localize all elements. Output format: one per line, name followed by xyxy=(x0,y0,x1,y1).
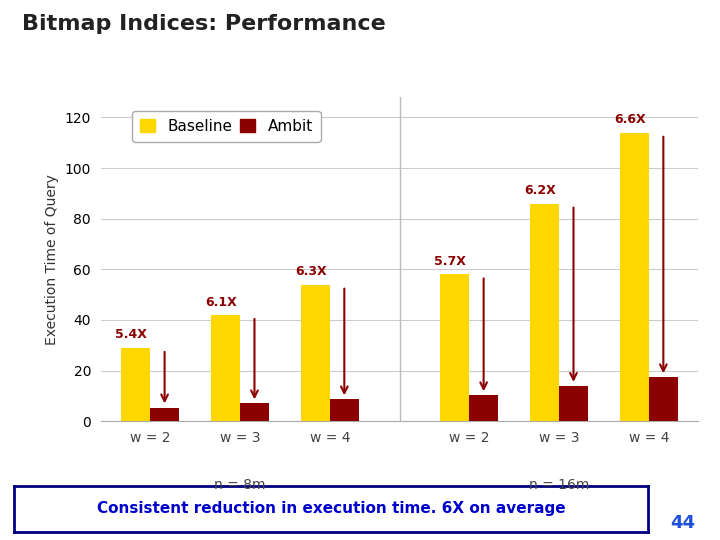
Bar xyxy=(240,403,269,421)
Bar xyxy=(531,204,559,421)
Text: Bitmap Indices: Performance: Bitmap Indices: Performance xyxy=(22,14,385,33)
Bar xyxy=(559,386,588,421)
Text: 6.2X: 6.2X xyxy=(524,184,556,197)
Text: 6.1X: 6.1X xyxy=(205,295,237,308)
Bar xyxy=(441,274,469,421)
Bar xyxy=(620,133,649,421)
Bar xyxy=(649,377,678,421)
Text: 6.6X: 6.6X xyxy=(614,113,646,126)
Text: n = 8m: n = 8m xyxy=(215,478,266,492)
Bar xyxy=(301,285,330,421)
Text: n = 16m: n = 16m xyxy=(529,478,589,492)
Text: 5.4X: 5.4X xyxy=(115,328,148,341)
Y-axis label: Execution Time of Query: Execution Time of Query xyxy=(45,174,59,345)
Text: 6.3X: 6.3X xyxy=(295,265,327,278)
Legend: Baseline, Ambit: Baseline, Ambit xyxy=(132,111,320,141)
Text: 5.7X: 5.7X xyxy=(434,255,467,268)
Bar xyxy=(469,395,498,421)
Bar xyxy=(330,400,359,421)
Bar xyxy=(122,348,150,421)
Bar xyxy=(150,408,179,421)
Bar xyxy=(212,315,240,421)
Text: Consistent reduction in execution time. 6X on average: Consistent reduction in execution time. … xyxy=(97,502,565,516)
Text: 44: 44 xyxy=(670,514,695,532)
